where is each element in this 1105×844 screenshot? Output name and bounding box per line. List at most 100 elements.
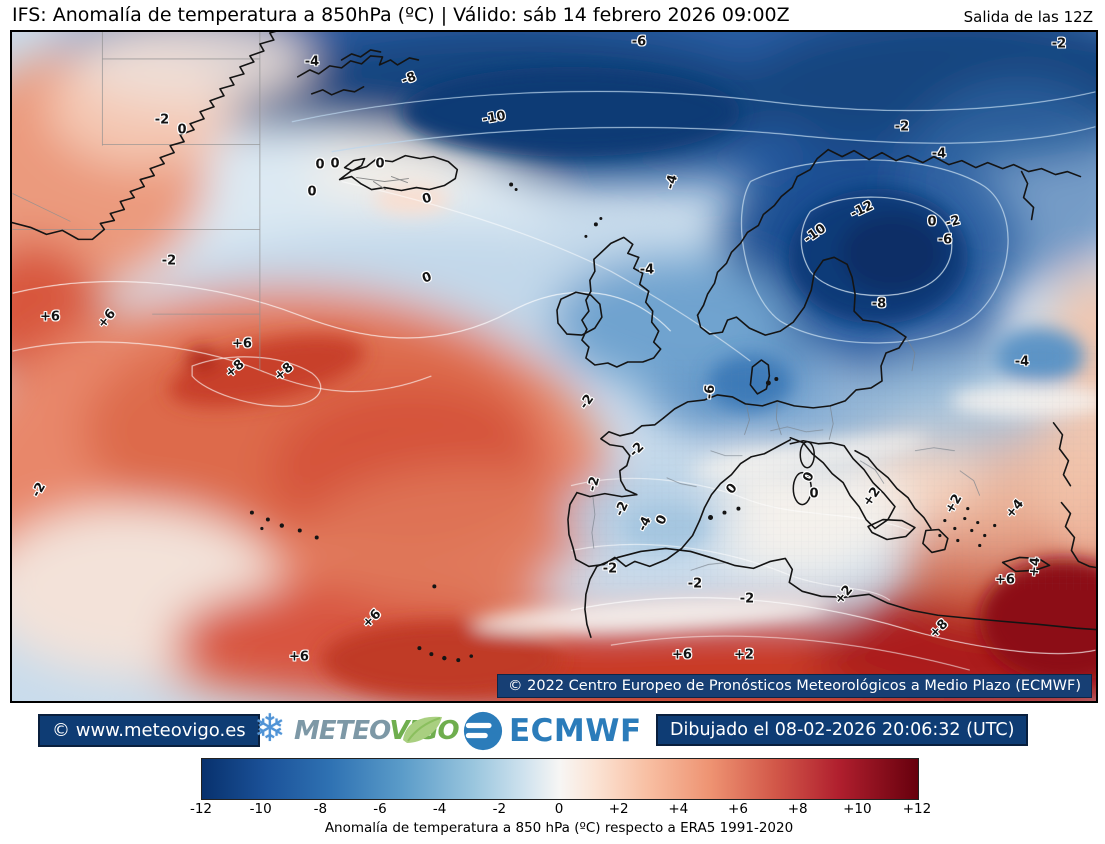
colorbar-tick: -4	[432, 801, 447, 817]
graticule	[12, 32, 261, 371]
contour-label: -4	[639, 262, 655, 278]
contour-label: -10	[481, 108, 507, 128]
admin-texture	[570, 346, 1096, 591]
ecmwf-logo-text: ECMWF	[509, 713, 642, 749]
contour-label: 0	[177, 122, 187, 138]
colorbar-tick: 0	[554, 801, 564, 817]
colorbar-tick: +12	[902, 801, 932, 817]
britain-coast	[581, 236, 662, 368]
colorbar-tick: -2	[492, 801, 507, 817]
contour-label: -6	[631, 34, 647, 50]
contour-label: -2	[154, 112, 170, 128]
contour-label: -2	[1051, 36, 1067, 52]
contour-label: +2	[860, 484, 884, 510]
ecmwf-logo: ECMWF	[462, 710, 642, 752]
anomaly-field-svg	[12, 32, 1096, 701]
lowcountries-coast	[631, 417, 665, 434]
contour-label: -4	[662, 173, 682, 191]
map-copyright-overlay: © 2022 Centro Europeo de Pronósticos Met…	[497, 674, 1092, 698]
contour-label: +6	[995, 572, 1015, 588]
sicily-coast	[867, 518, 916, 541]
colorbar-tick: -6	[373, 801, 387, 817]
contour-label: -2	[687, 576, 703, 592]
contour-label: 0	[307, 184, 317, 200]
contour-label: -2	[739, 591, 755, 607]
greenland-coast	[12, 32, 277, 241]
contour-label: -6	[937, 232, 953, 248]
contour-label: +2	[734, 647, 754, 663]
colorbar	[201, 758, 919, 800]
ecmwf-logo-icon	[463, 711, 503, 751]
coastlines	[12, 32, 1096, 638]
contour-label: +6	[94, 306, 120, 332]
contour-label: 0	[375, 156, 385, 172]
contour-label: 0	[800, 469, 818, 485]
contour-label: -4	[931, 146, 947, 162]
contour-label: 0	[315, 157, 325, 173]
contour-label: +6	[232, 336, 252, 352]
arctic-coast	[827, 148, 1082, 221]
contour-label: 0	[927, 214, 937, 230]
italy-coast	[789, 436, 896, 530]
france-west-coast	[600, 431, 638, 496]
brand-text-meteo: METEO	[294, 716, 390, 746]
contour-label: +6	[359, 606, 385, 632]
islands	[249, 182, 997, 663]
baltic-coast	[662, 256, 907, 419]
leaf-icon	[403, 716, 442, 743]
norway-coast	[696, 148, 829, 316]
contour-label: -10	[801, 221, 829, 247]
colorbar-tick: +10	[843, 801, 872, 817]
colorbar-tick: -10	[249, 801, 272, 817]
colorbar-tick: -8	[313, 801, 328, 817]
colorbar-tick: +4	[668, 801, 689, 817]
blacksea-coast	[1052, 422, 1072, 487]
colorbar-caption: Anomalía de temperatura a 850 hPa (ºC) r…	[324, 820, 794, 836]
colorbar-tick: +6	[728, 801, 748, 817]
contour-label: -2	[894, 119, 910, 135]
contour-label: -2	[161, 253, 177, 269]
page-title: IFS: Anomalía de temperatura a 850hPa (º…	[12, 4, 790, 26]
contour-label: 0	[653, 512, 671, 528]
colorbar-tick: +8	[787, 801, 808, 817]
contour-label: +4	[1026, 556, 1044, 578]
contour-label: +8	[222, 356, 248, 382]
africa-coast	[596, 547, 1096, 631]
contour-label: +6	[289, 649, 309, 665]
contour-label: -4	[304, 54, 320, 70]
country-borders	[591, 336, 981, 571]
anomaly-map: -4 -8 -10 -6 -2 -2 0 0 0 0 0 0 -2 0 +6 +6 +6 +8 +8 -2 +6 +6 -2…	[10, 30, 1098, 703]
iceland-coast	[338, 154, 459, 192]
colorbar-tick: +2	[608, 801, 629, 817]
morocco-coast	[584, 565, 598, 638]
contour-label: -12	[848, 198, 876, 222]
contour-label: 0	[420, 269, 434, 287]
turkey-coast	[1060, 501, 1096, 569]
contour-label-layer: -4 -8 -10 -6 -2 -2 0 0 0 0 0 0 -2 0 +6 +6 +6 +8 +8 -2 +6 +6 -2…	[12, 32, 1096, 701]
medfrance-coast	[698, 438, 792, 522]
contour-label: 0	[723, 480, 741, 498]
site-badge: © www.meteovigo.es	[38, 714, 260, 747]
contour-label: -2	[584, 475, 604, 493]
model-run-label: Salida de las 12Z	[963, 8, 1093, 26]
ireland-coast	[556, 291, 603, 336]
contour-label: -8	[871, 296, 887, 312]
iceland-interior	[356, 176, 409, 191]
contour-label: -2	[612, 499, 632, 519]
contour-label: -8	[399, 69, 419, 89]
colorbar-ticks: -12 -10 -8 -6 -4 -2 0 +2 +4 +6 +8 +10 +12	[190, 801, 931, 817]
contour-label: -2	[576, 391, 598, 413]
contour-label: 0	[330, 156, 340, 172]
snowflake-icon: ❄	[254, 706, 286, 750]
contour-label: +6	[672, 647, 692, 663]
contour-label: -4	[635, 514, 655, 534]
contour-label: -2	[944, 212, 962, 232]
drawn-timestamp-badge: Dibujado el 08-02-2026 20:06:32 (UTC)	[656, 714, 1029, 746]
contour-label: 0	[420, 190, 434, 208]
contour-label: -2	[602, 561, 618, 577]
crete-coast	[1001, 556, 1051, 573]
contour-label: -4	[1014, 354, 1030, 370]
balkan-coast	[854, 449, 949, 554]
contour-label: -2	[28, 479, 50, 501]
